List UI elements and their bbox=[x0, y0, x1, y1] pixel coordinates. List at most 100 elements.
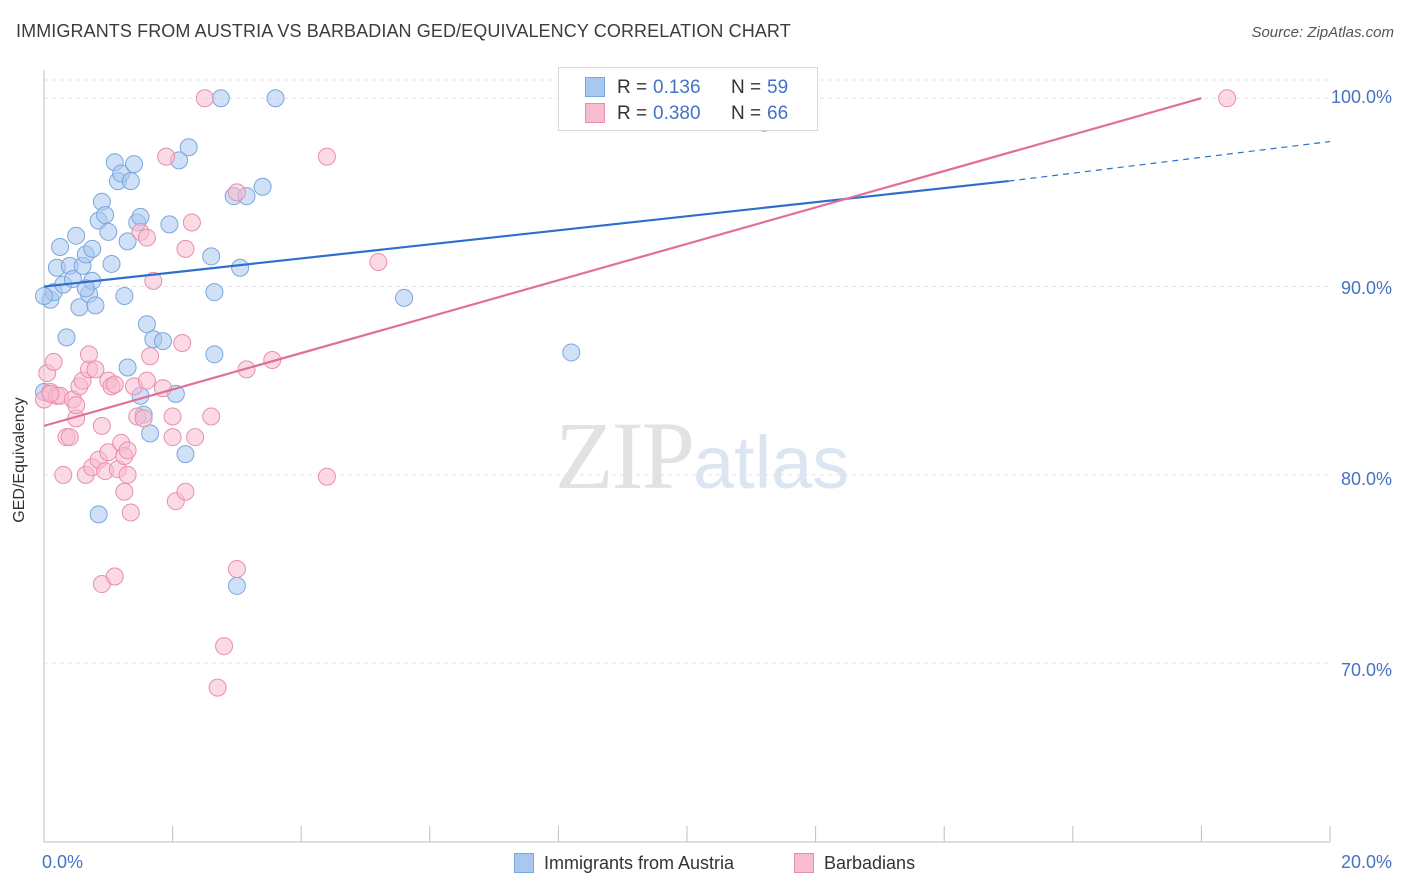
austria-point bbox=[89, 505, 108, 524]
austria-point bbox=[141, 424, 160, 443]
austria-point bbox=[99, 222, 118, 241]
barbadian-point bbox=[202, 407, 221, 426]
barbadian-point bbox=[157, 147, 176, 166]
austria-swatch bbox=[585, 77, 605, 97]
austria-point bbox=[115, 286, 134, 305]
barbadian-point bbox=[369, 253, 388, 272]
austria-legend-swatch bbox=[514, 853, 534, 873]
y-tick-70: 70.0% bbox=[1340, 660, 1392, 680]
r-label: R = bbox=[617, 103, 648, 124]
austria-point bbox=[137, 315, 156, 334]
barbadian-point bbox=[173, 334, 192, 353]
barbadians-legend-label: Barbadians bbox=[824, 853, 916, 873]
barbadian-point bbox=[118, 441, 137, 460]
barbadian-point bbox=[118, 465, 137, 484]
austria-point bbox=[562, 343, 581, 362]
austria-point bbox=[179, 138, 198, 157]
x-tick-min: 0.0% bbox=[42, 852, 84, 872]
bottom-legend-barbadians: Barbadians bbox=[794, 853, 915, 874]
barbadian-point bbox=[105, 375, 124, 394]
barbadian-point bbox=[41, 384, 60, 403]
barbadian-point bbox=[86, 360, 105, 379]
barbadians-legend-swatch bbox=[794, 853, 814, 873]
barbadian-point bbox=[176, 482, 195, 501]
austria-point bbox=[202, 247, 221, 266]
austria-point bbox=[231, 258, 250, 277]
r-value: 0.380 bbox=[653, 103, 701, 124]
barbadian-point bbox=[115, 482, 134, 501]
barbadian-point bbox=[163, 407, 182, 426]
austria-point bbox=[253, 177, 272, 196]
austria-point bbox=[96, 205, 115, 224]
austria-point bbox=[153, 332, 172, 351]
barbadian-point bbox=[141, 347, 160, 366]
austria-point bbox=[266, 89, 285, 108]
barbadian-point bbox=[163, 428, 182, 447]
watermark-zip: ZIP bbox=[555, 402, 695, 509]
barbadian-point bbox=[186, 428, 205, 447]
austria-point bbox=[83, 239, 102, 258]
austria-point bbox=[86, 296, 105, 315]
barbadian-point bbox=[54, 465, 73, 484]
austria-point bbox=[35, 286, 53, 305]
barbadian-point bbox=[195, 89, 214, 108]
barbadian-point bbox=[137, 371, 156, 390]
chart-title: IMMIGRANTS FROM AUSTRIA VS BARBADIAN GED… bbox=[16, 21, 791, 41]
barbadian-point bbox=[44, 352, 63, 371]
austria-point bbox=[51, 237, 70, 256]
barbadian-point bbox=[215, 637, 234, 656]
barbadian-point bbox=[67, 396, 86, 415]
austria-point bbox=[160, 215, 179, 234]
y-tick-90: 90.0% bbox=[1340, 278, 1392, 298]
y-axis-label: GED/Equivalency bbox=[11, 397, 28, 523]
n-value: 59 bbox=[767, 77, 789, 98]
austria-legend-label: Immigrants from Austria bbox=[544, 853, 735, 873]
barbadian-point bbox=[92, 416, 111, 435]
barbadian-point bbox=[60, 428, 79, 447]
austria-point bbox=[176, 445, 195, 464]
barbadian-trend-line bbox=[43, 97, 1202, 427]
austria-point bbox=[57, 328, 76, 347]
n-label: N = bbox=[731, 103, 762, 124]
y-tick-80: 80.0% bbox=[1340, 469, 1392, 489]
y-tick-100: 100.0% bbox=[1330, 87, 1392, 107]
barbadian-point bbox=[121, 503, 140, 522]
austria-point bbox=[211, 89, 230, 108]
barbadian-point bbox=[1218, 89, 1237, 108]
austria-trend-line bbox=[43, 179, 1009, 288]
barbadian-point bbox=[227, 559, 246, 578]
austria-point bbox=[102, 254, 121, 273]
r-value: 0.136 bbox=[653, 77, 701, 98]
barbadian-point bbox=[182, 213, 201, 232]
bottom-legend-austria: Immigrants from Austria bbox=[514, 853, 734, 874]
barbadians-swatch bbox=[585, 103, 605, 123]
barbadian-point bbox=[227, 183, 246, 202]
austria-point bbox=[205, 283, 224, 302]
austria-point bbox=[121, 172, 140, 191]
barbadian-point bbox=[144, 271, 163, 290]
austria-point bbox=[125, 155, 144, 174]
austria-point bbox=[67, 226, 86, 245]
barbadian-point bbox=[134, 409, 153, 428]
r-label: R = bbox=[617, 77, 648, 98]
barbadian-point bbox=[317, 147, 336, 166]
austria-point bbox=[76, 279, 95, 298]
n-value: 66 bbox=[767, 103, 789, 124]
barbadian-point bbox=[137, 228, 156, 247]
correlation-legend: R = 0.136 N = 59 R = 0.380 N = 66 bbox=[558, 67, 818, 131]
austria-point bbox=[118, 358, 137, 377]
austria-point bbox=[118, 232, 137, 251]
x-tick-max: 20.0% bbox=[1340, 852, 1392, 872]
austria-point bbox=[227, 576, 246, 595]
barbadian-point bbox=[176, 239, 195, 258]
source-label: Source: ZipAtlas.com bbox=[1251, 24, 1394, 41]
austria-point bbox=[395, 288, 414, 307]
barbadian-point bbox=[208, 678, 227, 697]
barbadian-point bbox=[80, 345, 99, 364]
n-label: N = bbox=[731, 77, 762, 98]
austria-point bbox=[131, 207, 150, 226]
watermark-atlas: atlas bbox=[693, 421, 850, 504]
austria-point bbox=[205, 345, 224, 364]
barbadian-point bbox=[317, 467, 336, 486]
